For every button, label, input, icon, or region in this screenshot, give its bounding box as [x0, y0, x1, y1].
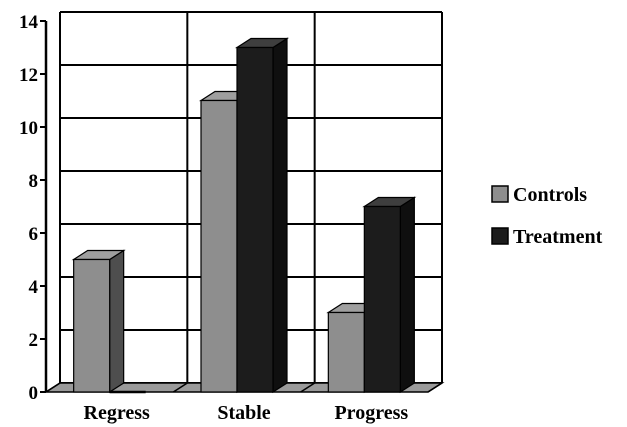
y-tick-label: 6	[29, 224, 39, 245]
bar-front	[236, 46, 274, 393]
floor-divider	[172, 382, 188, 393]
bar-front	[327, 311, 365, 393]
bar-regress-controls	[71, 249, 126, 394]
bar-front	[363, 205, 401, 393]
legend-label: Controls	[513, 184, 587, 206]
y-tick-label: 14	[19, 12, 39, 33]
bar-front	[73, 258, 111, 393]
bar-front	[200, 99, 238, 393]
floor-divider	[45, 382, 61, 393]
legend: Controls Treatment	[491, 184, 603, 248]
y-tick-label: 8	[29, 171, 39, 192]
bar-progress-treatment	[362, 196, 417, 394]
legend-label: Treatment	[513, 226, 603, 248]
y-tick-label: 4	[29, 277, 39, 298]
x-tick-label: Stable	[217, 402, 270, 424]
y-tick-label: 0	[29, 383, 39, 404]
x-tick-label: Progress	[334, 402, 408, 424]
floor-divider	[427, 382, 443, 393]
legend-swatch	[491, 227, 509, 245]
bar-side	[272, 37, 288, 394]
legend-swatch	[491, 185, 509, 203]
y-tick-label: 2	[29, 330, 39, 351]
bar-stable-treatment	[234, 37, 290, 394]
bar-side	[109, 249, 125, 394]
bar-side	[399, 196, 415, 394]
y-tick-label: 10	[19, 118, 38, 139]
y-tick-label: 12	[19, 65, 38, 86]
x-tick-label: Regress	[84, 402, 150, 424]
floor-divider	[300, 382, 316, 393]
